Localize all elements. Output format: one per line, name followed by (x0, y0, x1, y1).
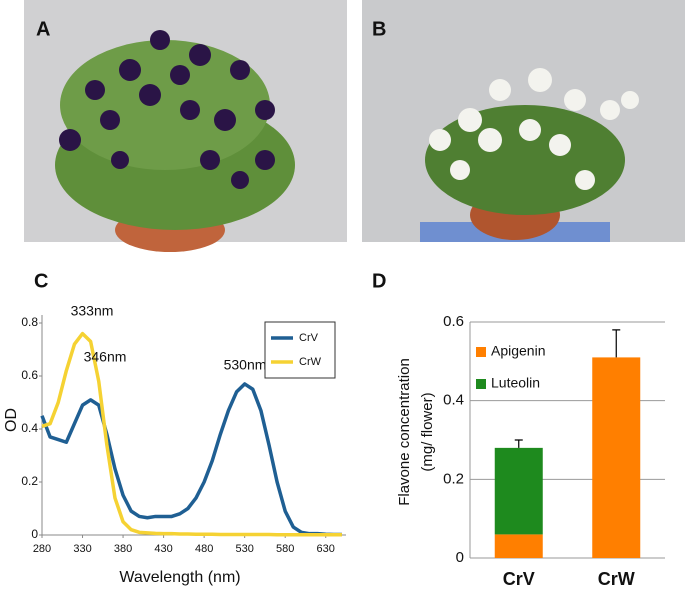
data-line (41, 331, 342, 537)
y-tick-label: 0.6 (21, 368, 38, 382)
error-bar (612, 329, 621, 358)
y-axis-label: OD (3, 408, 20, 432)
x-tick-label: 580 (276, 543, 294, 555)
y-tick-label: 0.6 (443, 313, 464, 330)
legend-label: CrV (299, 332, 319, 344)
y-axis-label: Flavone concentration (396, 358, 413, 506)
legend-box (264, 321, 336, 379)
legend-swatch (476, 379, 486, 389)
legend-label: Apigenin (491, 343, 546, 359)
legend-label: CrW (299, 356, 322, 368)
x-tick-label: CrV (503, 569, 535, 589)
x-axis-label: Wavelength (nm) (119, 569, 240, 586)
error-bar (514, 439, 523, 448)
bar-segment (494, 447, 543, 535)
y-tick-label: 0.4 (443, 392, 464, 409)
x-tick-label: 530 (235, 543, 253, 555)
x-tick-label: 430 (154, 543, 172, 555)
data-line (40, 382, 342, 537)
x-tick-label: 380 (114, 543, 132, 555)
x-tick-label: 630 (317, 543, 335, 555)
y-axis-label: (mg/ flower) (419, 392, 436, 471)
x-tick-label: 480 (195, 543, 213, 555)
legend-label: Luteolin (491, 375, 540, 391)
panel-label: A (36, 18, 50, 40)
annotation: 530nm (224, 357, 267, 373)
y-tick-label: 0.8 (21, 315, 38, 329)
bar-segment (494, 534, 543, 558)
photo-a (24, 0, 347, 252)
annotation: 346nm (84, 349, 127, 365)
bar-segment (592, 357, 641, 558)
panel-label: C (34, 270, 48, 292)
x-tick-label: 330 (73, 543, 91, 555)
y-tick-label: 0.2 (21, 474, 38, 488)
y-tick-label: 0 (31, 527, 38, 541)
annotation: 333nm (71, 303, 114, 319)
x-tick-label: 280 (33, 543, 51, 555)
y-tick-label: 0 (456, 549, 464, 566)
y-tick-label: 0.4 (21, 421, 38, 435)
panel-label: D (372, 270, 386, 292)
photo-b (362, 0, 685, 242)
y-tick-label: 0.2 (443, 470, 464, 487)
panel-label: B (372, 18, 386, 40)
legend-swatch (476, 347, 486, 357)
x-tick-label: CrW (598, 569, 635, 589)
